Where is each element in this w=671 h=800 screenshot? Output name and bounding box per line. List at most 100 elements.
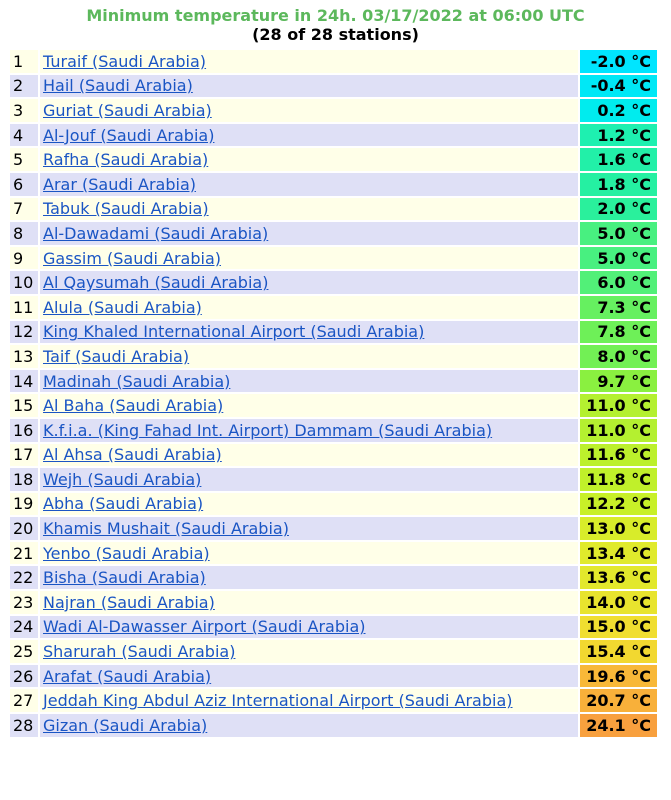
station-link[interactable]: Abha (Saudi Arabia) xyxy=(43,494,204,514)
temperature-cell: 1.8 °C xyxy=(580,172,657,196)
station-count: (28 of 28 stations) xyxy=(252,25,419,44)
rank-cell: 27 xyxy=(10,689,38,713)
table-row: 11 Alula (Saudi Arabia) 7.3 °C xyxy=(10,295,657,319)
temperature-table-body: 1 Turaif (Saudi Arabia) -2.0 °C 2 Hail (Saud… xyxy=(10,50,657,737)
station-cell: Najran (Saudi Arabia) xyxy=(40,591,578,614)
rank-cell: 28 xyxy=(10,714,38,737)
station-cell: Turaif (Saudi Arabia) xyxy=(40,50,578,73)
station-link[interactable]: Yenbo (Saudi Arabia) xyxy=(43,543,210,563)
temperature-cell: 12.2 °C xyxy=(580,492,657,516)
temperature-cell: 24.1 °C xyxy=(580,714,657,737)
station-link[interactable]: Al-Jouf (Saudi Arabia) xyxy=(43,125,215,145)
rank-cell: 12 xyxy=(10,320,38,344)
station-link[interactable]: Al Qaysumah (Saudi Arabia) xyxy=(43,273,269,293)
station-cell: Taif (Saudi Arabia) xyxy=(40,345,578,368)
station-cell: Abha (Saudi Arabia) xyxy=(40,492,578,516)
page-header: Minimum temperature in 24h. 03/17/2022 a… xyxy=(0,0,671,44)
station-link[interactable]: K.f.i.a. (King Fahad Int. Airport) Damma… xyxy=(43,420,493,440)
station-link[interactable]: Guriat (Saudi Arabia) xyxy=(43,100,212,120)
table-row: 28 Gizan (Saudi Arabia) 24.1 °C xyxy=(10,714,657,737)
station-link[interactable]: Madinah (Saudi Arabia) xyxy=(43,371,231,391)
rank-cell: 13 xyxy=(10,345,38,368)
station-link[interactable]: Al Ahsa (Saudi Arabia) xyxy=(43,445,222,465)
table-row: 16 K.f.i.a. (King Fahad Int. Airport) Dam… xyxy=(10,418,657,442)
rank-cell: 7 xyxy=(10,197,38,221)
station-cell: Madinah (Saudi Arabia) xyxy=(40,369,578,393)
rank-cell: 11 xyxy=(10,295,38,319)
table-row: 19 Abha (Saudi Arabia) 12.2 °C xyxy=(10,492,657,516)
station-link[interactable]: Hail (Saudi Arabia) xyxy=(43,76,193,96)
station-link[interactable]: Arafat (Saudi Arabia) xyxy=(43,666,212,686)
station-link[interactable]: Arar (Saudi Arabia) xyxy=(43,174,196,194)
station-link[interactable]: Gassim (Saudi Arabia) xyxy=(43,248,221,268)
rank-cell: 16 xyxy=(10,418,38,442)
temperature-cell: 0.2 °C xyxy=(580,99,657,122)
temperature-cell: 1.2 °C xyxy=(580,123,657,147)
station-cell: Al-Jouf (Saudi Arabia) xyxy=(40,123,578,147)
station-cell: K.f.i.a. (King Fahad Int. Airport) Damma… xyxy=(40,418,578,442)
station-cell: Khamis Mushait (Saudi Arabia) xyxy=(40,517,578,540)
table-row: 20 Khamis Mushait (Saudi Arabia) 13.0 °C xyxy=(10,517,657,540)
station-cell: Hail (Saudi Arabia) xyxy=(40,74,578,98)
table-row: 25 Sharurah (Saudi Arabia) 15.4 °C xyxy=(10,640,657,663)
temperature-cell: 9.7 °C xyxy=(580,369,657,393)
station-cell: Gizan (Saudi Arabia) xyxy=(40,714,578,737)
rank-cell: 1 xyxy=(10,50,38,73)
station-link[interactable]: Al-Dawadami (Saudi Arabia) xyxy=(43,223,269,243)
rank-cell: 4 xyxy=(10,123,38,147)
station-cell: Al Qaysumah (Saudi Arabia) xyxy=(40,271,578,294)
station-link[interactable]: Wadi Al-Dawasser Airport (Saudi Arabia) xyxy=(43,617,366,637)
temperature-cell: -0.4 °C xyxy=(580,74,657,98)
station-cell: Wejh (Saudi Arabia) xyxy=(40,468,578,491)
temperature-cell: 20.7 °C xyxy=(580,689,657,713)
station-link[interactable]: Khamis Mushait (Saudi Arabia) xyxy=(43,519,289,539)
table-row: 13 Taif (Saudi Arabia) 8.0 °C xyxy=(10,345,657,368)
temperature-cell: 8.0 °C xyxy=(580,345,657,368)
rank-cell: 23 xyxy=(10,591,38,614)
temperature-cell: 14.0 °C xyxy=(580,591,657,614)
table-row: 22 Bisha (Saudi Arabia) 13.6 °C xyxy=(10,566,657,590)
station-link[interactable]: Najran (Saudi Arabia) xyxy=(43,592,215,612)
rank-cell: 17 xyxy=(10,443,38,467)
rank-cell: 20 xyxy=(10,517,38,540)
station-cell: Guriat (Saudi Arabia) xyxy=(40,99,578,122)
temperature-cell: 2.0 °C xyxy=(580,197,657,221)
page-title: Minimum temperature in 24h. 03/17/2022 a… xyxy=(86,6,585,25)
rank-cell: 15 xyxy=(10,394,38,417)
rank-cell: 8 xyxy=(10,222,38,245)
rank-cell: 18 xyxy=(10,468,38,491)
rank-cell: 6 xyxy=(10,172,38,196)
station-link[interactable]: Jeddah King Abdul Aziz International Air… xyxy=(43,691,513,711)
table-row: 10 Al Qaysumah (Saudi Arabia) 6.0 °C xyxy=(10,271,657,294)
station-link[interactable]: Sharurah (Saudi Arabia) xyxy=(43,642,236,662)
table-row: 24 Wadi Al-Dawasser Airport (Saudi Arabia… xyxy=(10,615,657,639)
station-link[interactable]: Al Baha (Saudi Arabia) xyxy=(43,396,224,416)
station-cell: Jeddah King Abdul Aziz International Air… xyxy=(40,689,578,713)
temperature-cell: 11.0 °C xyxy=(580,418,657,442)
rank-cell: 22 xyxy=(10,566,38,590)
table-row: 12 King Khaled International Airport (Sau… xyxy=(10,320,657,344)
rank-cell: 24 xyxy=(10,615,38,639)
station-link[interactable]: Wejh (Saudi Arabia) xyxy=(43,469,202,489)
temperature-cell: 13.0 °C xyxy=(580,517,657,540)
temperature-cell: 5.0 °C xyxy=(580,246,657,270)
temperature-cell: 5.0 °C xyxy=(580,222,657,245)
station-cell: Sharurah (Saudi Arabia) xyxy=(40,640,578,663)
station-link[interactable]: Taif (Saudi Arabia) xyxy=(43,346,190,366)
station-cell: Yenbo (Saudi Arabia) xyxy=(40,541,578,565)
station-link[interactable]: Bisha (Saudi Arabia) xyxy=(43,568,206,588)
station-link[interactable]: Alula (Saudi Arabia) xyxy=(43,297,202,317)
station-cell: Gassim (Saudi Arabia) xyxy=(40,246,578,270)
station-link[interactable]: Turaif (Saudi Arabia) xyxy=(43,51,207,71)
station-cell: Wadi Al-Dawasser Airport (Saudi Arabia) xyxy=(40,615,578,639)
rank-cell: 21 xyxy=(10,541,38,565)
station-link[interactable]: Rafha (Saudi Arabia) xyxy=(43,150,209,170)
station-link[interactable]: King Khaled International Airport (Saudi… xyxy=(43,322,425,342)
table-row: 1 Turaif (Saudi Arabia) -2.0 °C xyxy=(10,50,657,73)
temperature-cell: 1.6 °C xyxy=(580,148,657,171)
temperature-cell: 13.6 °C xyxy=(580,566,657,590)
station-link[interactable]: Gizan (Saudi Arabia) xyxy=(43,715,208,735)
station-link[interactable]: Tabuk (Saudi Arabia) xyxy=(43,199,209,219)
rank-cell: 3 xyxy=(10,99,38,122)
temperature-cell: 11.8 °C xyxy=(580,468,657,491)
